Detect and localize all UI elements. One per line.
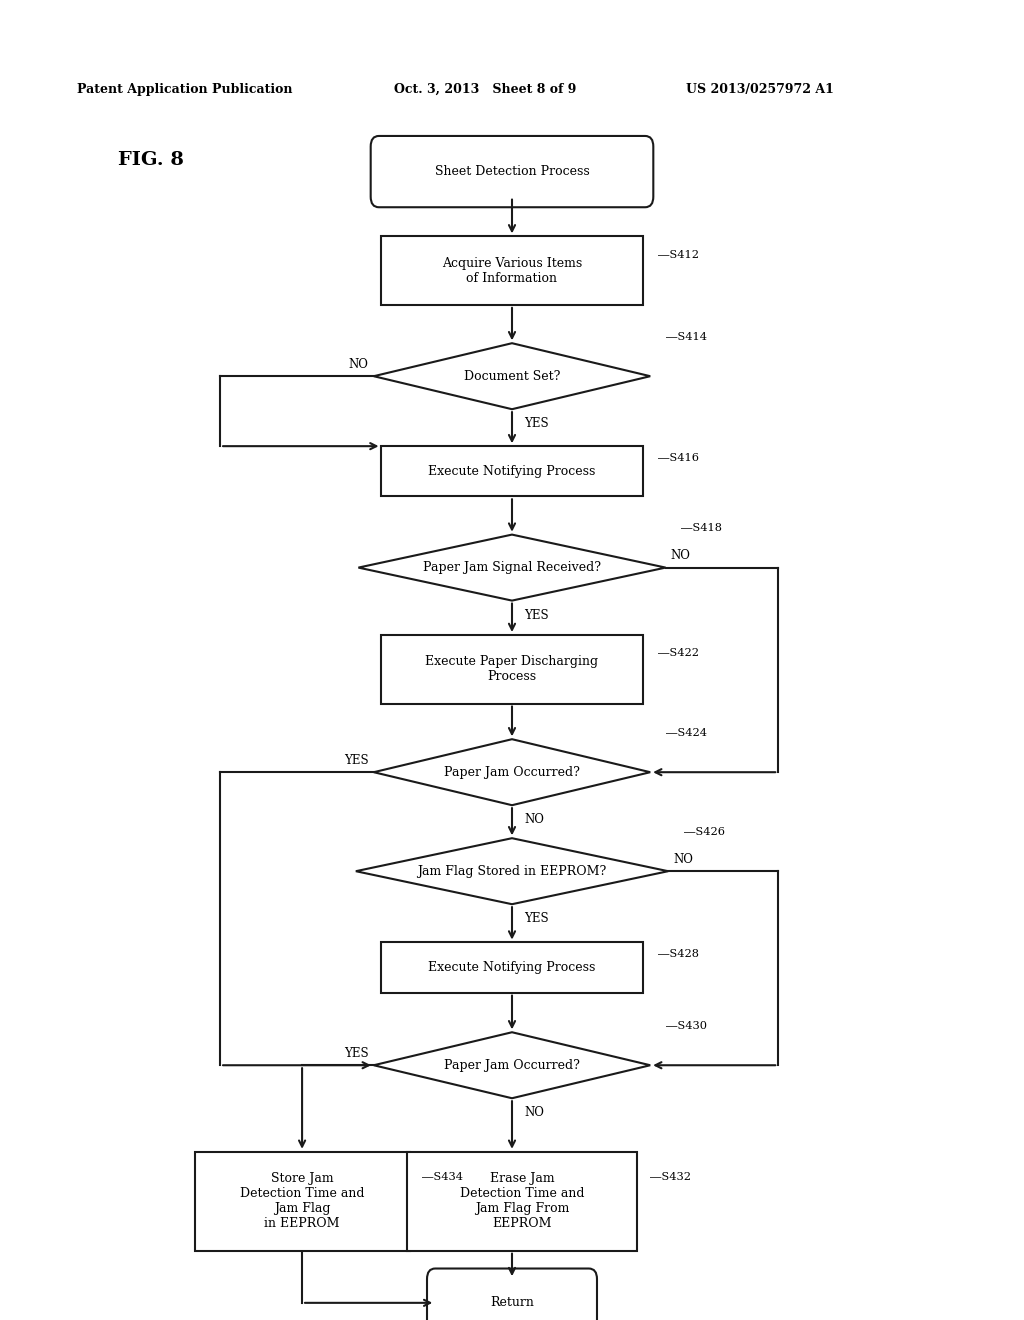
Text: FIG. 8: FIG. 8 bbox=[118, 150, 183, 169]
FancyBboxPatch shape bbox=[427, 1269, 597, 1320]
Text: ―S412: ―S412 bbox=[657, 249, 699, 260]
Polygon shape bbox=[374, 1032, 650, 1098]
Text: YES: YES bbox=[344, 754, 369, 767]
Polygon shape bbox=[358, 535, 666, 601]
Text: Patent Application Publication: Patent Application Publication bbox=[77, 83, 292, 96]
Text: Execute Notifying Process: Execute Notifying Process bbox=[428, 961, 596, 974]
Text: Paper Jam Occurred?: Paper Jam Occurred? bbox=[444, 766, 580, 779]
Polygon shape bbox=[374, 343, 650, 409]
Text: ―S416: ―S416 bbox=[657, 453, 699, 463]
Text: ―S418: ―S418 bbox=[681, 523, 722, 533]
Text: ―S424: ―S424 bbox=[666, 727, 707, 738]
Text: US 2013/0257972 A1: US 2013/0257972 A1 bbox=[686, 83, 834, 96]
Bar bbox=[381, 236, 643, 305]
Text: ―S432: ―S432 bbox=[650, 1172, 691, 1183]
Bar bbox=[195, 1151, 410, 1251]
Text: YES: YES bbox=[524, 912, 549, 925]
Text: Erase Jam
Detection Time and
Jam Flag From
EEPROM: Erase Jam Detection Time and Jam Flag Fr… bbox=[460, 1172, 585, 1230]
Bar bbox=[381, 635, 643, 704]
Text: Return: Return bbox=[490, 1296, 534, 1309]
Text: Store Jam
Detection Time and
Jam Flag
in EEPROM: Store Jam Detection Time and Jam Flag in… bbox=[240, 1172, 365, 1230]
Text: NO: NO bbox=[524, 813, 544, 826]
Bar bbox=[381, 942, 643, 993]
Text: NO: NO bbox=[674, 853, 693, 866]
Text: Paper Jam Occurred?: Paper Jam Occurred? bbox=[444, 1059, 580, 1072]
Text: Paper Jam Signal Received?: Paper Jam Signal Received? bbox=[423, 561, 601, 574]
Polygon shape bbox=[356, 838, 668, 904]
Text: ―S434: ―S434 bbox=[422, 1172, 463, 1183]
Text: Acquire Various Items
of Information: Acquire Various Items of Information bbox=[442, 256, 582, 285]
FancyBboxPatch shape bbox=[371, 136, 653, 207]
Bar bbox=[408, 1151, 637, 1251]
Polygon shape bbox=[374, 739, 650, 805]
Text: YES: YES bbox=[344, 1047, 369, 1060]
Text: YES: YES bbox=[524, 417, 549, 430]
Text: NO: NO bbox=[671, 549, 690, 562]
Text: ―S430: ―S430 bbox=[666, 1020, 707, 1031]
Text: YES: YES bbox=[524, 609, 549, 622]
Text: ―S428: ―S428 bbox=[657, 949, 699, 960]
Text: ―S426: ―S426 bbox=[684, 826, 725, 837]
Text: Document Set?: Document Set? bbox=[464, 370, 560, 383]
Text: Execute Paper Discharging
Process: Execute Paper Discharging Process bbox=[425, 655, 599, 684]
Text: Execute Notifying Process: Execute Notifying Process bbox=[428, 465, 596, 478]
Text: Oct. 3, 2013   Sheet 8 of 9: Oct. 3, 2013 Sheet 8 of 9 bbox=[394, 83, 577, 96]
Text: Jam Flag Stored in EEPROM?: Jam Flag Stored in EEPROM? bbox=[418, 865, 606, 878]
Text: NO: NO bbox=[349, 358, 369, 371]
Text: ―S414: ―S414 bbox=[666, 331, 707, 342]
Text: NO: NO bbox=[524, 1106, 544, 1119]
Text: ―S422: ―S422 bbox=[657, 648, 699, 659]
Text: Sheet Detection Process: Sheet Detection Process bbox=[434, 165, 590, 178]
Bar bbox=[381, 446, 643, 496]
